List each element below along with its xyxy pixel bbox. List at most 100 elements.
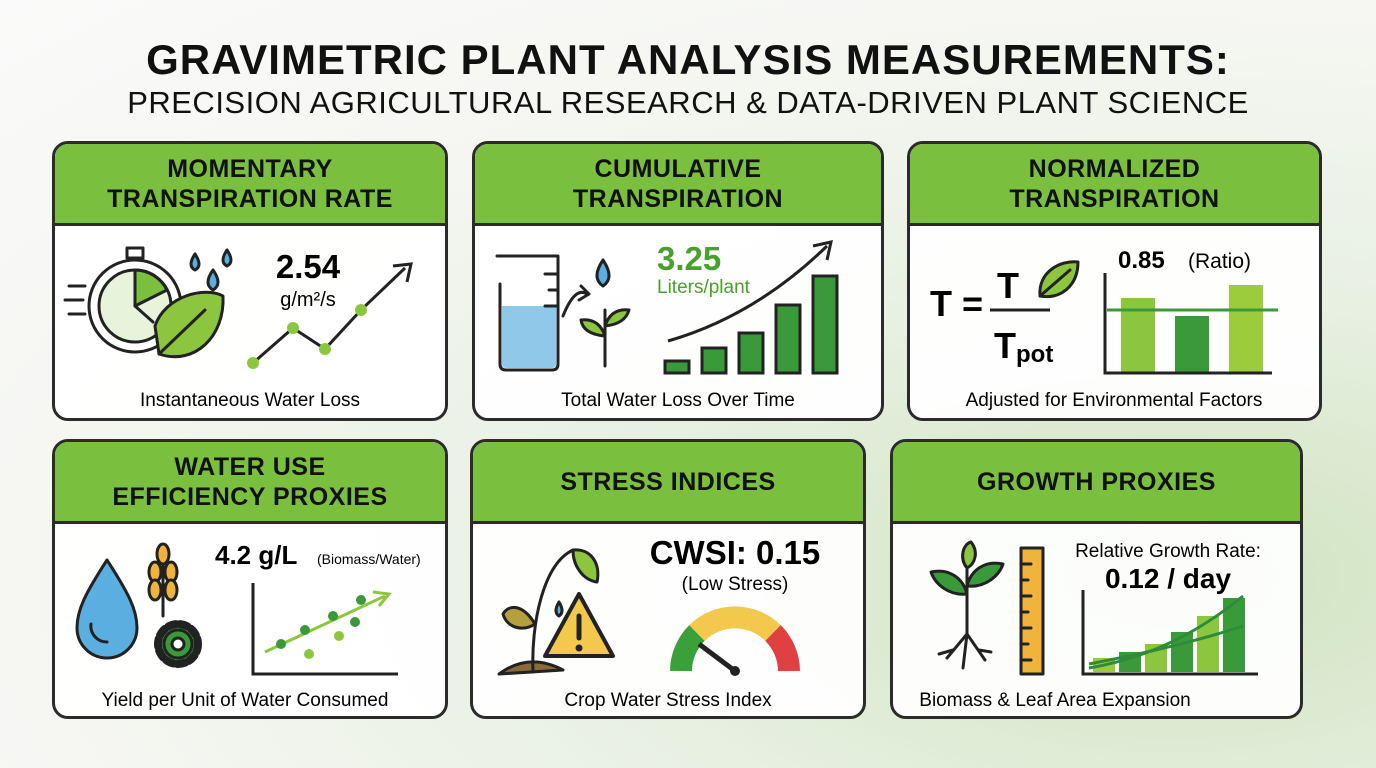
- card: WATER USE EFFICIENCY PROXIES 4.2 g/L (Bio…: [52, 439, 448, 719]
- scatter-icon-part: [276, 639, 286, 649]
- wilting-plant-icon-part: [497, 660, 565, 676]
- bar-chart-icon: [663, 240, 839, 375]
- water-wheat-icon-part: [163, 578, 179, 602]
- card-title: CUMULATIVE: [594, 154, 762, 183]
- beaker-icon-part: [502, 306, 556, 368]
- metric-value: 0.85: [1118, 247, 1165, 274]
- card-caption: Total Water Loss Over Time: [561, 390, 795, 411]
- gauge-icon-part: [689, 606, 781, 642]
- metric-value: 3.25: [657, 240, 721, 277]
- plant-ruler-icon-part: [965, 561, 1005, 588]
- scatter-icon-part: [334, 631, 344, 641]
- gauge-icon: [670, 606, 800, 676]
- formula-lhs: T =: [930, 283, 983, 324]
- card: STRESS INDICES CWSI: 0.15 (Low Stress) C…: [470, 439, 866, 719]
- card-header: GROWTH PROXIES: [893, 442, 1300, 524]
- formula-denominator: Tpot: [994, 325, 1053, 368]
- card: GROWTH PROXIES Relative Growth Rate: 0.1…: [890, 439, 1303, 719]
- wilting-plant-icon-part: [571, 548, 600, 584]
- water-wheat-icon-part: [147, 578, 163, 602]
- bar-chart-icon-part: [700, 346, 728, 375]
- metric-label: Relative Growth Rate:: [1075, 541, 1261, 562]
- card-header: WATER USE EFFICIENCY PROXIES: [55, 442, 445, 524]
- card-caption: Adjusted for Environmental Factors: [966, 390, 1263, 411]
- wilting-plant-icon-part: [575, 644, 583, 652]
- plant-ruler-icon-part: [961, 540, 977, 570]
- stopwatch-icon-part: [206, 268, 220, 292]
- page-subtitle: PRECISION AGRICULTURAL RESEARCH & DATA-D…: [127, 85, 1249, 120]
- gauge-icon-part: [764, 625, 800, 672]
- beaker-icon-part: [579, 318, 607, 338]
- metric-unit: (Low Stress): [682, 574, 789, 595]
- metric-value: 4.2 g/L: [215, 540, 297, 570]
- plant-ruler-icon-part: [929, 569, 969, 596]
- card: NORMALIZED TRANSPIRATION T = T Tpot 0.85 …: [907, 141, 1322, 421]
- bar-chart-icon-part: [774, 303, 802, 375]
- scatter-icon-part: [350, 617, 360, 627]
- bar-chart-icon-part: [1103, 273, 1272, 375]
- metric-value: 2.54: [276, 248, 341, 285]
- wilting-plant-icon-part: [554, 600, 564, 618]
- leaf-icon-part: [1038, 268, 1072, 298]
- stopwatch-icon-part: [133, 304, 155, 324]
- metric-value: 0.12 / day: [1105, 563, 1232, 594]
- scatter-icon-part: [304, 649, 314, 659]
- bar-chart-icon-part: [663, 359, 691, 375]
- card-title: EFFICIENCY PROXIES: [112, 482, 388, 511]
- wilting-plant-icon-part: [501, 605, 537, 630]
- bar-chart-icon-part: [811, 274, 839, 375]
- metric-unit: Liters/plant: [657, 277, 751, 298]
- trend-line-icon-part: [392, 262, 413, 283]
- card-header: CUMULATIVE TRANSPIRATION: [475, 144, 881, 226]
- bar-chart-icon-part: [812, 240, 833, 261]
- plant-ruler-icon-part: [1019, 562, 1033, 662]
- card-caption: Crop Water Stress Index: [564, 690, 772, 711]
- bar-chart-icon-part: [737, 331, 765, 375]
- water-wheat-icon-part: [170, 636, 186, 652]
- page-title: GRAVIMETRIC PLANT ANALYSIS MEASUREMENTS:: [146, 36, 1230, 83]
- scatter-icon-part: [372, 590, 392, 607]
- trend-line-icon-part: [355, 304, 367, 316]
- growth-chart-icon-part: [1088, 624, 1244, 666]
- card-title: NORMALIZED: [1028, 154, 1201, 183]
- stopwatch-icon-part: [125, 246, 145, 260]
- wilting-plant-icon: [497, 548, 615, 676]
- card: CUMULATIVE TRANSPIRATION 3.25 Liters/plan…: [472, 141, 884, 421]
- beaker-icon-part: [577, 284, 591, 302]
- card-title: MOMENTARY: [167, 154, 333, 183]
- card-title: TRANSPIRATION: [1009, 184, 1220, 213]
- trend-line-icon-part: [319, 343, 331, 355]
- scatter-icon-part: [328, 611, 338, 621]
- trend-line-icon-part: [247, 357, 259, 369]
- growth-chart-icon: [1081, 590, 1258, 676]
- card-body: 3.25 Liters/plant Total Water Loss Over …: [495, 240, 839, 411]
- card-body: Relative Growth Rate: 0.12 / day Biomass…: [919, 540, 1261, 711]
- stopwatch-icon-part: [157, 308, 207, 356]
- card-body: 4.2 g/L (Biomass/Water) Yield per Unit o…: [75, 540, 421, 711]
- plant-ruler-icon-part: [937, 632, 993, 670]
- metric-unit: g/m²/s: [280, 289, 336, 311]
- card-header: NORMALIZED TRANSPIRATION: [910, 144, 1319, 226]
- card-title: GROWTH PROXIES: [977, 467, 1216, 496]
- growth-chart-icon-part: [1088, 594, 1244, 670]
- card-title: WATER USE: [174, 452, 326, 481]
- stopwatch-icon-part: [133, 268, 169, 308]
- scatter-icon-part: [300, 625, 310, 635]
- stopwatch-icon-part: [189, 252, 201, 272]
- growth-chart-icon-part: [1223, 598, 1245, 672]
- card-body: CWSI: 0.15 (Low Stress) Crop Water Stres…: [497, 534, 820, 711]
- card-body: T = T Tpot 0.85 (Ratio) Adjusted for Env…: [930, 247, 1278, 411]
- scatter-icon: [251, 583, 398, 676]
- scatter-icon-part: [251, 583, 398, 676]
- water-wheat-icon: [75, 542, 202, 668]
- stopwatch-icon: [63, 246, 233, 359]
- plant-ruler-icon: [929, 540, 1045, 676]
- card-body: 2.54 g/m²/s Instantaneous Water Loss: [63, 246, 413, 411]
- card-title: STRESS INDICES: [560, 467, 776, 496]
- metric-unit: (Ratio): [1188, 250, 1251, 273]
- leaf-icon: [1038, 260, 1080, 299]
- growth-chart-icon-part: [1197, 616, 1219, 672]
- water-wheat-icon-part: [89, 622, 109, 644]
- bar-chart-icon-part: [1229, 285, 1263, 373]
